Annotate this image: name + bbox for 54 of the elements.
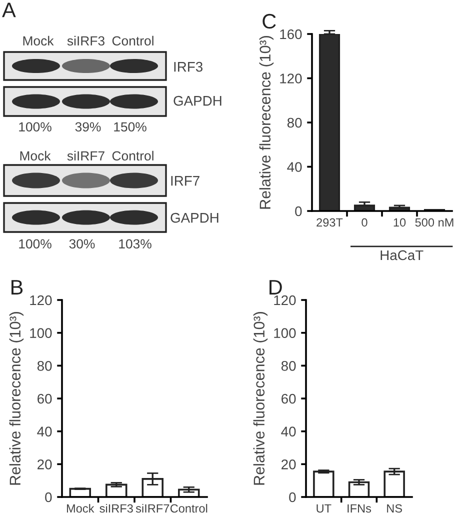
text: Control: [112, 150, 154, 161]
y-tick-label: 40: [37, 426, 52, 437]
y-tick-label: 20: [282, 460, 296, 470]
text: siIRF7: [67, 150, 104, 161]
x-tick-label: 10: [394, 218, 406, 227]
x-tick-label: Control: [170, 504, 208, 513]
text: A: [2, 2, 16, 18]
text: 150%: [114, 122, 146, 132]
y-tick-label: 80: [287, 118, 302, 128]
text: GAPDH: [174, 96, 222, 106]
text: Mock: [23, 36, 54, 46]
text: 39%: [75, 122, 101, 132]
x-tick-label: 500 nM: [415, 218, 454, 227]
y-tick-label: 120: [280, 74, 302, 84]
text: siIRF3: [67, 36, 104, 46]
y-tick-label: 0: [295, 206, 302, 216]
y-tick-label: 120: [274, 295, 296, 306]
y-tick-label: 80: [37, 361, 52, 371]
chart-title: D: [270, 280, 282, 294]
x-tick-label: Mock: [66, 504, 94, 513]
y-tick-label: 80: [281, 361, 296, 371]
text: HaCaT: [380, 250, 424, 260]
x-tick-label: NS: [387, 504, 402, 513]
y-tick-label: 60: [282, 394, 296, 404]
chart-title: C: [262, 14, 276, 29]
y-tick-label: 40: [287, 162, 302, 172]
y-tick-label: 20: [38, 460, 52, 470]
y-axis-title: Relative fluorecence (10³): [259, 36, 274, 209]
text: GAPDH: [170, 212, 218, 223]
text: 100%: [19, 239, 52, 249]
text: 30%: [69, 239, 95, 249]
x-tick-label: siIRF7: [136, 504, 170, 513]
y-axis-title: Relative fluorecence (10³): [253, 312, 268, 485]
text: IRF7: [171, 176, 200, 186]
text: Mock: [20, 150, 51, 161]
y-tick-label: 120: [30, 295, 52, 306]
y-tick-label: 40: [281, 426, 296, 437]
y-tick-label: 100: [30, 328, 52, 338]
text: Control: [112, 36, 154, 46]
chart-title: B: [12, 280, 23, 294]
x-tick-label: 293T: [316, 218, 343, 227]
y-axis-title: Relative fluorecence (10³): [9, 312, 24, 485]
x-tick-label: UT: [316, 504, 332, 513]
y-tick-label: 0: [289, 492, 296, 502]
x-tick-label: 0: [362, 218, 368, 227]
text: 103%: [119, 239, 152, 249]
text: 100%: [19, 122, 52, 132]
y-tick-label: 160: [280, 29, 302, 40]
y-tick-label: 100: [274, 328, 296, 338]
x-tick-label: siIRF3: [100, 504, 133, 513]
y-tick-label: 0: [45, 492, 52, 502]
y-tick-label: 60: [38, 394, 52, 404]
x-tick-label: IFNs: [348, 504, 372, 513]
text: IRF3: [174, 62, 202, 72]
